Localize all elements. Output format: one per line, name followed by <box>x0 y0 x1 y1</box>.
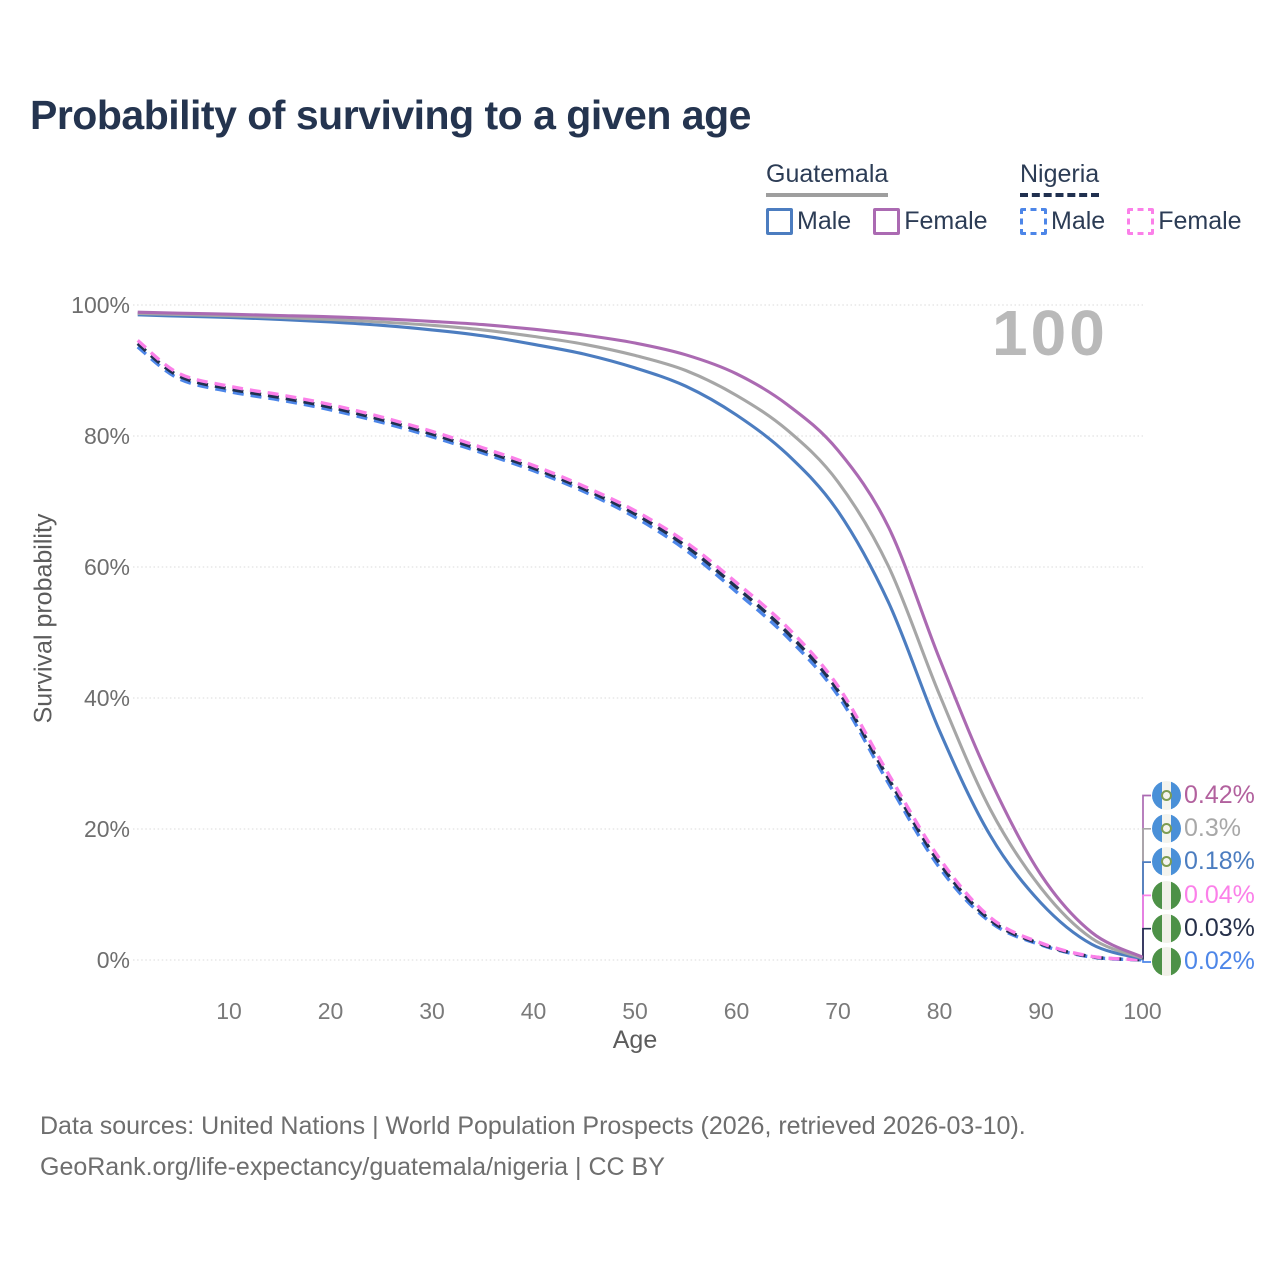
end-label-row: 0.03% <box>1152 912 1255 944</box>
attribution-line: GeoRank.org/life-expectancy/guatemala/ni… <box>40 1153 665 1181</box>
nigeria-flag-icon <box>1152 913 1181 943</box>
x-tick-label: 70 <box>825 998 851 1024</box>
legend-item-nigeria-female[interactable]: Female <box>1127 207 1242 236</box>
legend-country-guatemala[interactable]: Guatemala <box>766 160 889 197</box>
guatemala-female-swatch-icon <box>873 208 901 235</box>
chart-watermark: 100 <box>992 297 1108 369</box>
guatemala-flag-icon <box>1152 780 1181 810</box>
x-axis-title: Age <box>612 1026 658 1054</box>
footer: Data sources: United Nations | World Pop… <box>40 1106 1026 1188</box>
y-tick-label: 20% <box>84 816 130 842</box>
end-label-row: 0.02% <box>1152 945 1255 977</box>
page-title: Probability of surviving to a given age <box>30 92 751 138</box>
series-line-guatemala-female <box>137 310 1144 959</box>
y-tick-label: 40% <box>84 685 130 711</box>
end-label-value: 0.42% <box>1184 780 1255 809</box>
nigeria-flag-icon <box>1152 946 1181 976</box>
x-tick-label: 40 <box>521 998 547 1024</box>
x-tick-label: 10 <box>216 998 242 1024</box>
y-axis-title: Survival probability <box>29 513 58 724</box>
end-label-value: 0.04% <box>1184 880 1255 909</box>
leader-line <box>1142 927 1151 960</box>
end-label-value: 0.3% <box>1184 813 1241 842</box>
leader-line <box>1142 894 1151 960</box>
legend-item-label: Female <box>904 207 988 235</box>
nigeria-female-swatch-icon <box>1127 208 1155 235</box>
nigeria-flag-icon <box>1152 880 1181 910</box>
end-label-value: 0.03% <box>1184 913 1255 942</box>
guatemala-male-swatch-icon <box>766 208 793 235</box>
x-tick-label: 100 <box>1123 998 1161 1024</box>
x-tick-label: 60 <box>724 998 750 1024</box>
y-tick-label: 60% <box>84 554 130 580</box>
x-tick-label: 90 <box>1028 998 1054 1024</box>
legend-item-label: Male <box>1051 207 1106 235</box>
legend-country-nigeria[interactable]: Nigeria <box>1020 160 1100 197</box>
end-label-row: 0.42% <box>1152 779 1255 811</box>
series-line-guatemala-male <box>137 313 1143 961</box>
end-label-value: 0.18% <box>1184 846 1255 875</box>
leader-line <box>1142 827 1151 958</box>
series-line-guatemala-both-sexes- <box>137 311 1144 960</box>
legend-item-nigeria-male[interactable]: Male <box>1020 207 1105 236</box>
guatemala-flag-icon <box>1152 846 1181 876</box>
legend-item-guatemala-male[interactable]: Male <box>766 207 851 236</box>
legend-group-guatemala: Guatemala Male Female <box>766 160 988 236</box>
nigeria-male-swatch-icon <box>1020 208 1047 235</box>
end-label-value: 0.02% <box>1184 946 1255 975</box>
leader-line <box>1142 959 1151 963</box>
data-source-line: Data sources: United Nations | World Pop… <box>40 1112 1026 1140</box>
series-line-nigeria-female <box>136 339 1143 962</box>
y-tick-label: 0% <box>97 947 130 973</box>
y-tick-label: 100% <box>71 292 130 318</box>
legend-item-label: Female <box>1158 207 1242 235</box>
end-label-row: 0.18% <box>1152 845 1255 877</box>
x-tick-label: 30 <box>419 998 445 1024</box>
series-line-nigeria-both-sexes- <box>136 342 1143 962</box>
legend-item-label: Male <box>797 207 852 235</box>
leader-line <box>1142 861 1151 959</box>
end-label-row: 0.3% <box>1152 812 1241 844</box>
legend-item-guatemala-female[interactable]: Female <box>873 207 988 236</box>
end-label-row: 0.04% <box>1152 879 1255 911</box>
x-tick-label: 80 <box>927 998 953 1024</box>
legend-group-nigeria: Nigeria Male Female <box>1020 160 1242 236</box>
x-tick-label: 20 <box>318 998 344 1024</box>
series-line-nigeria-male <box>136 345 1143 962</box>
x-tick-label: 50 <box>622 998 648 1024</box>
y-tick-label: 80% <box>84 423 130 449</box>
guatemala-flag-icon <box>1152 813 1181 843</box>
leader-line <box>1142 794 1151 958</box>
